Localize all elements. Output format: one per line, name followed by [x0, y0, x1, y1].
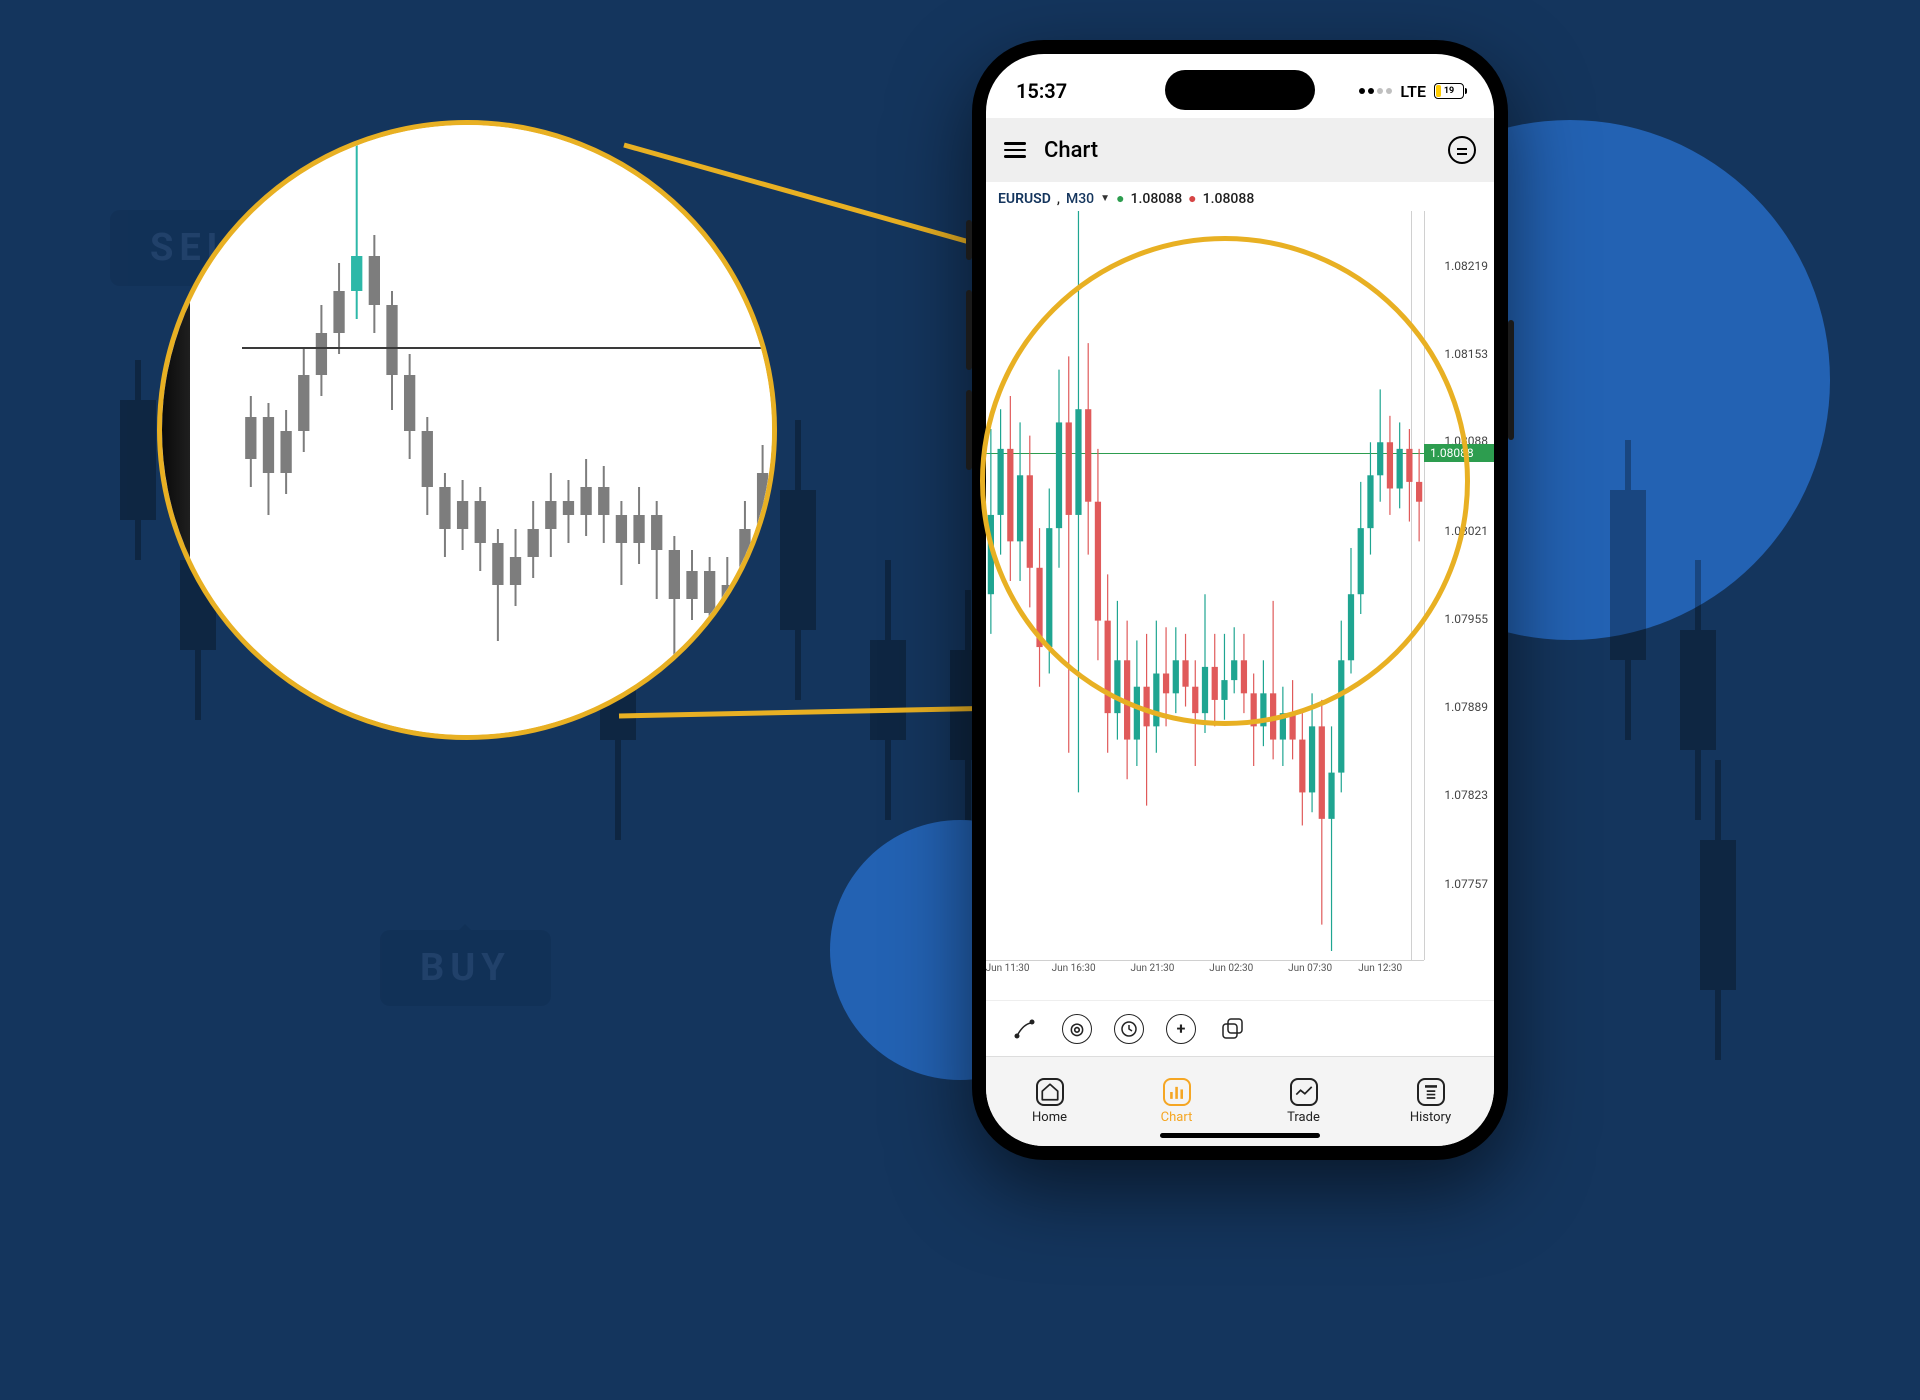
- price-badge: 1.08088: [1424, 444, 1494, 462]
- zoom-chart: [242, 120, 777, 740]
- timeframe: M30: [1066, 191, 1094, 207]
- trade-icon: [1290, 1078, 1318, 1106]
- zoom-circle: [157, 120, 777, 740]
- add-tool-icon[interactable]: +: [1166, 1014, 1196, 1044]
- chart-area[interactable]: 1.082191.081531.080881.080211.079551.078…: [986, 211, 1494, 1000]
- layers-tool-icon[interactable]: [1218, 1014, 1248, 1044]
- tab-label: Home: [1032, 1110, 1067, 1125]
- pair-bar[interactable]: EURUSD, M30 ▼ ●1.08088 ●1.08088: [986, 182, 1494, 211]
- x-axis: 3 Jun 11:30Jun 16:30Jun 21:30Jun 02:30Ju…: [986, 960, 1424, 980]
- symbol: EURUSD: [998, 191, 1051, 207]
- hamburger-icon[interactable]: [1004, 142, 1026, 158]
- zoom-phone-edge: [162, 120, 242, 740]
- history-icon: [1417, 1078, 1445, 1106]
- page-title: Chart: [1044, 138, 1098, 163]
- bg-buy-badge: BUY: [380, 930, 551, 1006]
- tab-label: Chart: [1161, 1110, 1193, 1125]
- draw-tool-icon[interactable]: [1010, 1014, 1040, 1044]
- tab-history[interactable]: History: [1367, 1057, 1494, 1146]
- chart-icon: [1163, 1078, 1191, 1106]
- dropdown-icon: ▼: [1100, 193, 1110, 204]
- phone-frame: 15:37 LTE 19 Chart EURUSD, M30 ▼ ●1.0808…: [972, 40, 1508, 1160]
- tab-home[interactable]: Home: [986, 1057, 1113, 1146]
- clock-tool-icon[interactable]: [1114, 1014, 1144, 1044]
- candlestick-chart: [986, 211, 1424, 951]
- bid-price: 1.08088: [1131, 191, 1183, 207]
- signal-icon: [1359, 88, 1392, 94]
- status-time: 15:37: [1016, 79, 1067, 103]
- chat-icon[interactable]: [1448, 136, 1476, 164]
- target-tool-icon[interactable]: ◎: [1062, 1014, 1092, 1044]
- y-axis: 1.082191.081531.080881.080211.079551.078…: [1424, 211, 1494, 960]
- chart-toolbar: ◎ +: [986, 1000, 1494, 1056]
- tab-label: History: [1410, 1110, 1451, 1125]
- home-indicator[interactable]: [1160, 1133, 1320, 1138]
- ask-price: 1.08088: [1203, 191, 1255, 207]
- network-label: LTE: [1400, 82, 1426, 101]
- tab-label: Trade: [1287, 1110, 1320, 1125]
- dynamic-island: [1165, 70, 1315, 110]
- home-icon: [1036, 1078, 1064, 1106]
- app-header: Chart: [986, 118, 1494, 182]
- battery-icon: 19: [1434, 83, 1464, 99]
